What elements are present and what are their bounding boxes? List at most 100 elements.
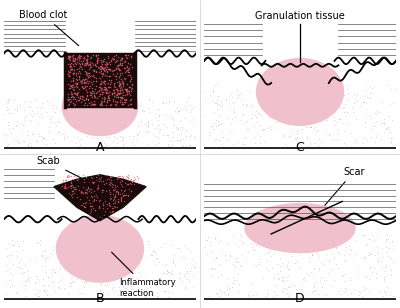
Point (310, 113, 316, 118)
Point (117, 191, 124, 196)
Point (82, 61, 88, 66)
Point (100, 70, 106, 75)
Point (81, 176, 87, 181)
Point (70, 189, 76, 194)
Point (67, 111, 73, 116)
Point (114, 189, 120, 194)
Point (209, 124, 215, 128)
Point (163, 124, 169, 129)
Point (89, 102, 96, 107)
Point (383, 244, 390, 249)
Point (132, 176, 138, 181)
Point (265, 297, 272, 302)
Point (40, 100, 46, 105)
Point (126, 69, 132, 74)
Point (304, 239, 310, 244)
Point (115, 91, 122, 96)
Point (353, 116, 359, 121)
Point (106, 67, 112, 72)
Point (320, 247, 326, 252)
Point (316, 245, 322, 250)
Point (104, 143, 111, 148)
Point (132, 137, 139, 142)
Point (101, 67, 107, 72)
Point (236, 93, 242, 98)
Point (284, 145, 291, 150)
Point (142, 121, 148, 126)
Point (100, 79, 107, 83)
Point (114, 189, 121, 194)
Point (38, 111, 44, 116)
Point (52, 289, 58, 294)
Point (279, 278, 286, 283)
Point (1, 137, 8, 142)
Point (331, 136, 338, 141)
Point (108, 101, 114, 106)
Point (342, 242, 348, 247)
Point (25, 144, 32, 148)
Point (310, 102, 316, 107)
Point (104, 64, 110, 69)
Point (45, 255, 52, 260)
Point (104, 55, 111, 60)
Point (124, 264, 131, 269)
Point (289, 122, 295, 127)
Point (5, 107, 12, 111)
Point (68, 91, 74, 96)
Point (18, 257, 24, 261)
Point (170, 257, 176, 262)
Point (106, 264, 113, 269)
Point (56, 248, 63, 253)
Point (60, 180, 66, 184)
Point (324, 232, 330, 237)
Point (125, 193, 132, 198)
Point (154, 291, 160, 296)
Point (184, 246, 190, 251)
Point (329, 284, 335, 289)
Point (96, 70, 102, 75)
Point (103, 89, 109, 94)
Point (184, 270, 190, 275)
Point (59, 132, 65, 136)
Point (84, 54, 91, 59)
Point (124, 277, 130, 282)
Point (83, 100, 89, 105)
Point (328, 241, 334, 245)
Point (72, 55, 78, 60)
Point (106, 135, 112, 140)
Point (299, 98, 305, 103)
Point (311, 105, 317, 110)
Point (72, 80, 78, 85)
Point (324, 270, 331, 275)
Point (114, 103, 120, 108)
Point (350, 256, 357, 261)
Point (318, 243, 325, 248)
Point (330, 87, 336, 92)
Point (67, 63, 73, 68)
Point (347, 275, 353, 280)
Point (81, 129, 88, 134)
Point (230, 109, 236, 114)
Point (119, 292, 125, 297)
Point (84, 54, 90, 59)
Point (61, 136, 67, 141)
Point (233, 277, 240, 282)
Point (119, 136, 126, 141)
Point (100, 66, 106, 71)
Point (271, 288, 277, 293)
Point (102, 283, 108, 288)
Point (24, 132, 30, 137)
Point (211, 257, 217, 262)
Point (81, 62, 88, 67)
Point (229, 101, 235, 106)
Point (90, 198, 97, 203)
Point (154, 122, 161, 127)
Point (114, 66, 121, 71)
Point (95, 89, 102, 94)
Point (366, 289, 372, 294)
Point (83, 87, 89, 92)
Point (114, 205, 120, 210)
Point (207, 130, 213, 135)
Point (5, 100, 11, 105)
Point (66, 73, 72, 78)
